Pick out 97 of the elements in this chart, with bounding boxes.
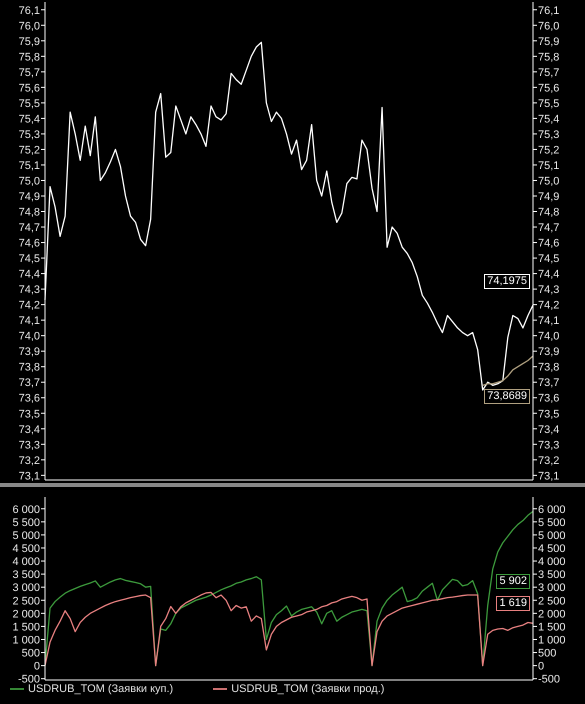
y2-tick-label: 1 000 bbox=[538, 634, 566, 646]
y-tick-label: 73,4 bbox=[18, 424, 40, 436]
y-tick-label: 75,6 bbox=[18, 82, 40, 94]
y2-tick-label: 74,6 bbox=[538, 238, 560, 250]
y2-tick-label: 5 000 bbox=[538, 530, 566, 542]
y-tick-label: 75,3 bbox=[18, 128, 40, 141]
y2-tick-label: 75,6 bbox=[538, 82, 560, 94]
y-tick-label: 2 000 bbox=[12, 608, 40, 620]
y-tick-label: 74,6 bbox=[18, 238, 40, 250]
y-tick-label: 6 000 bbox=[12, 504, 40, 516]
y2-tick-label: 5 500 bbox=[538, 516, 566, 529]
y-tick-label: 5 000 bbox=[12, 530, 40, 542]
y2-tick-label: 73,2 bbox=[538, 454, 560, 467]
y-tick-label: 74,0 bbox=[18, 330, 40, 343]
y-tick-label: 74,2 bbox=[18, 300, 40, 312]
y2-tick-label: 73,1 bbox=[538, 470, 560, 482]
y-tick-label: 73,1 bbox=[18, 470, 40, 482]
annotation: 1 619 bbox=[496, 596, 530, 612]
y-tick-label: 74,4 bbox=[18, 268, 40, 281]
y2-tick-label: 3 500 bbox=[538, 569, 566, 582]
y2-tick-label: 75,7 bbox=[538, 66, 560, 79]
annotation: 74,1975 bbox=[484, 274, 530, 290]
y-tick-label: 500 bbox=[22, 648, 40, 660]
y-tick-label: 4 000 bbox=[12, 556, 40, 568]
y-tick-label: 0 bbox=[34, 660, 40, 673]
y-tick-label: 74,3 bbox=[18, 284, 40, 296]
y2-tick-label: 75,5 bbox=[538, 98, 560, 110]
y-tick-label: 73,8 bbox=[18, 362, 40, 374]
y-tick-label: 74,8 bbox=[18, 206, 40, 219]
y-tick-label: 75,4 bbox=[18, 113, 40, 126]
y-tick-label: 73,5 bbox=[18, 408, 40, 420]
y2-tick-label: 74,5 bbox=[538, 253, 560, 266]
y2-tick-label: 74,2 bbox=[538, 300, 560, 312]
y2-tick-label: 73,6 bbox=[538, 392, 560, 405]
y2-tick-label: 75,9 bbox=[538, 36, 560, 48]
y2-tick-label: 75,3 bbox=[538, 128, 560, 141]
y-tick-label: 73,7 bbox=[18, 377, 40, 390]
y2-tick-label: 75,4 bbox=[538, 113, 560, 126]
y2-tick-label: 74,8 bbox=[538, 206, 560, 219]
y2-tick-label: 74,7 bbox=[538, 222, 560, 234]
y2-tick-label: 76,0 bbox=[538, 20, 560, 32]
y2-tick-label: -500 bbox=[538, 674, 560, 686]
y2-tick-label: 4 500 bbox=[538, 542, 566, 555]
y2-tick-label: 0 bbox=[538, 660, 544, 673]
y-tick-label: 76,0 bbox=[18, 20, 40, 32]
y2-tick-label: 73,5 bbox=[538, 408, 560, 420]
y2-tick-label: 2 000 bbox=[538, 608, 566, 620]
legend-label: USDRUB_TOM (Заявки прод.) bbox=[231, 682, 384, 695]
annotation: 5 902 bbox=[496, 574, 530, 590]
y-tick-label: 75,5 bbox=[18, 98, 40, 110]
y-tick-label: 3 000 bbox=[12, 582, 40, 594]
y2-tick-label: 75,1 bbox=[538, 160, 560, 172]
y-tick-label: 75,2 bbox=[18, 144, 40, 156]
y-tick-label: 74,9 bbox=[18, 190, 40, 203]
y-tick-label: 3 500 bbox=[12, 569, 40, 582]
legend-label: USDRUB_TOM (Заявки куп.) bbox=[28, 682, 174, 695]
y-tick-label: 76,1 bbox=[18, 4, 40, 17]
y2-tick-label: 73,9 bbox=[538, 346, 560, 358]
y2-tick-label: 76,1 bbox=[538, 4, 560, 17]
y-tick-label: 73,3 bbox=[18, 439, 40, 452]
y2-tick-label: 500 bbox=[538, 648, 556, 660]
y-tick-label: 74,1 bbox=[18, 315, 40, 328]
y-tick-label: 1 000 bbox=[12, 634, 40, 646]
y-tick-label: 75,0 bbox=[18, 175, 40, 188]
y-tick-label: 75,9 bbox=[18, 36, 40, 48]
y-tick-label: 73,2 bbox=[18, 454, 40, 467]
y-tick-label: 74,7 bbox=[18, 222, 40, 234]
y2-tick-label: 74,0 bbox=[538, 330, 560, 343]
y-tick-label: 75,1 bbox=[18, 160, 40, 172]
y2-tick-label: 3 000 bbox=[538, 582, 566, 594]
y2-tick-label: 73,8 bbox=[538, 362, 560, 374]
line-series bbox=[482, 355, 534, 386]
y-tick-label: 74,5 bbox=[18, 253, 40, 266]
y-tick-label: 73,9 bbox=[18, 346, 40, 358]
y-tick-label: 73,6 bbox=[18, 392, 40, 405]
y2-tick-label: 74,4 bbox=[538, 268, 560, 281]
y2-tick-label: 1 500 bbox=[538, 621, 566, 634]
y2-tick-label: 74,3 bbox=[538, 284, 560, 296]
annotation: 73,8689 bbox=[484, 389, 530, 404]
y2-tick-label: 75,8 bbox=[538, 51, 560, 64]
y2-tick-label: 75,2 bbox=[538, 144, 560, 156]
y2-tick-label: 2 500 bbox=[538, 595, 566, 608]
y-tick-label: 75,8 bbox=[18, 51, 40, 64]
y2-tick-label: 73,4 bbox=[538, 424, 560, 436]
y-tick-label: 4 500 bbox=[12, 542, 40, 555]
y-tick-label: 2 500 bbox=[12, 595, 40, 608]
y-tick-label: 75,7 bbox=[18, 66, 40, 79]
line-series bbox=[44, 592, 534, 666]
y-tick-label: 1 500 bbox=[12, 621, 40, 634]
y2-tick-label: 74,9 bbox=[538, 190, 560, 203]
y2-tick-label: 75,0 bbox=[538, 175, 560, 188]
y2-tick-label: 73,3 bbox=[538, 439, 560, 452]
y2-tick-label: 74,1 bbox=[538, 315, 560, 328]
y2-tick-label: 4 000 bbox=[538, 556, 566, 568]
y2-tick-label: 73,7 bbox=[538, 377, 560, 390]
y-tick-label: 5 500 bbox=[12, 516, 40, 529]
y2-tick-label: 6 000 bbox=[538, 504, 566, 516]
